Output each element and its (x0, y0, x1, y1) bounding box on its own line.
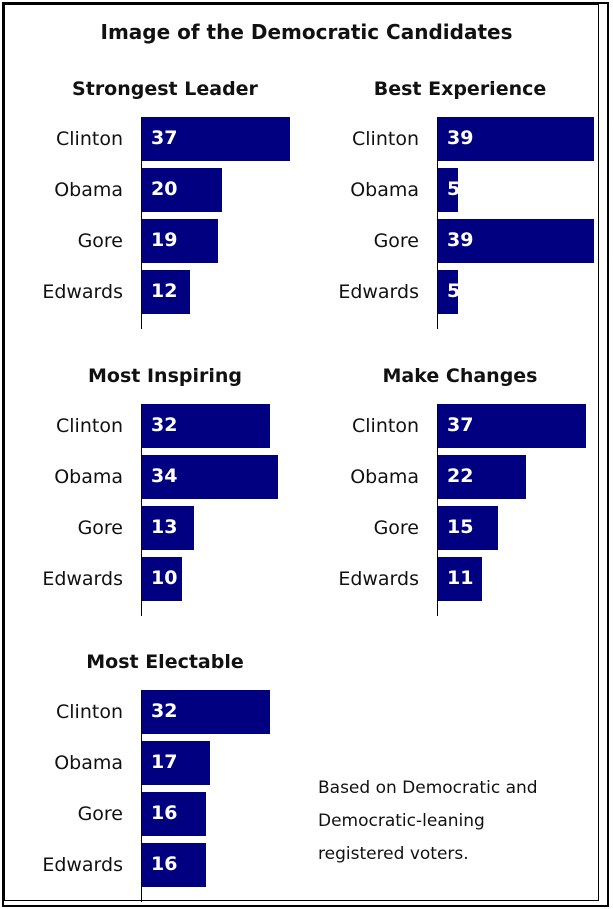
category-label-gore: Gore (77, 517, 123, 539)
data-label-best-experience-edwards: 5 (447, 280, 461, 302)
data-label-most-electable-edwards: 16 (151, 853, 178, 875)
category-label-clinton: Clinton (56, 415, 123, 437)
footnote-line-3: registered voters. (318, 844, 469, 864)
data-label-most-electable-clinton: 32 (151, 700, 178, 722)
bar-most-electable-gore (142, 792, 206, 836)
category-label-edwards: Edwards (338, 281, 419, 303)
bar-make-changes-edwards (438, 557, 482, 601)
axis-line-best-experience (437, 117, 438, 329)
category-label-gore: Gore (373, 517, 419, 539)
axis-line-strongest-leader (141, 117, 142, 329)
category-label-clinton: Clinton (352, 415, 419, 437)
axis-line-make-changes (437, 404, 438, 616)
category-label-gore: Gore (77, 803, 123, 825)
category-label-clinton: Clinton (56, 701, 123, 723)
panel-title-make-changes: Make Changes (382, 365, 538, 387)
category-label-clinton: Clinton (352, 128, 419, 150)
inner-frame (4, 4, 599, 901)
data-label-best-experience-obama: 5 (447, 178, 461, 200)
data-label-strongest-leader-clinton: 37 (151, 127, 178, 149)
data-label-strongest-leader-gore: 19 (151, 229, 178, 251)
footnote: Based on Democratic and Democratic-leani… (318, 772, 598, 871)
data-label-most-inspiring-obama: 34 (151, 465, 178, 487)
data-label-strongest-leader-obama: 20 (151, 178, 178, 200)
bar-most-inspiring-obama (142, 455, 278, 499)
bar-most-electable-edwards (142, 843, 206, 887)
category-label-obama: Obama (350, 466, 419, 488)
category-label-obama: Obama (54, 179, 123, 201)
panel-title-strongest-leader: Strongest Leader (72, 78, 258, 100)
category-label-edwards: Edwards (42, 854, 123, 876)
panel-title-most-inspiring: Most Inspiring (88, 365, 242, 387)
footnote-line-1: Based on Democratic and (318, 778, 538, 798)
bar-most-inspiring-gore (142, 506, 194, 550)
bar-make-changes-clinton (438, 404, 586, 448)
data-label-best-experience-clinton: 39 (447, 127, 474, 149)
category-label-obama: Obama (54, 466, 123, 488)
data-label-most-inspiring-clinton: 32 (151, 414, 178, 436)
chart-title: Image of the Democratic Candidates (100, 20, 513, 44)
bar-best-experience-edwards (438, 270, 458, 314)
data-label-most-inspiring-edwards: 10 (151, 567, 178, 589)
bar-strongest-leader-clinton (142, 117, 290, 161)
panel-title-most-electable: Most Electable (86, 651, 244, 673)
category-label-edwards: Edwards (338, 568, 419, 590)
data-label-best-experience-gore: 39 (447, 229, 474, 251)
bar-best-experience-obama (438, 168, 458, 212)
bar-most-electable-clinton (142, 690, 270, 734)
bar-best-experience-gore (438, 219, 594, 263)
category-label-clinton: Clinton (56, 128, 123, 150)
bar-make-changes-gore (438, 506, 498, 550)
data-label-most-inspiring-gore: 13 (151, 516, 178, 538)
category-label-obama: Obama (350, 179, 419, 201)
bar-most-inspiring-clinton (142, 404, 270, 448)
data-label-make-changes-edwards: 11 (447, 567, 474, 589)
axis-line-most-electable (141, 690, 142, 902)
bar-strongest-leader-obama (142, 168, 222, 212)
bar-strongest-leader-gore (142, 219, 218, 263)
bar-make-changes-obama (438, 455, 526, 499)
bar-most-electable-obama (142, 741, 210, 785)
bar-strongest-leader-edwards (142, 270, 190, 314)
data-label-make-changes-gore: 15 (447, 516, 474, 538)
data-label-make-changes-obama: 22 (447, 465, 474, 487)
footnote-line-2: Democratic-leaning (318, 811, 485, 831)
category-label-gore: Gore (373, 230, 419, 252)
bar-best-experience-clinton (438, 117, 594, 161)
bar-most-inspiring-edwards (142, 557, 182, 601)
axis-line-most-inspiring (141, 404, 142, 616)
data-label-most-electable-gore: 16 (151, 802, 178, 824)
data-label-most-electable-obama: 17 (151, 751, 178, 773)
category-label-edwards: Edwards (42, 568, 123, 590)
category-label-edwards: Edwards (42, 281, 123, 303)
data-label-make-changes-clinton: 37 (447, 414, 474, 436)
category-label-gore: Gore (77, 230, 123, 252)
category-label-obama: Obama (54, 752, 123, 774)
data-label-strongest-leader-edwards: 12 (151, 280, 178, 302)
panel-title-best-experience: Best Experience (373, 78, 547, 100)
